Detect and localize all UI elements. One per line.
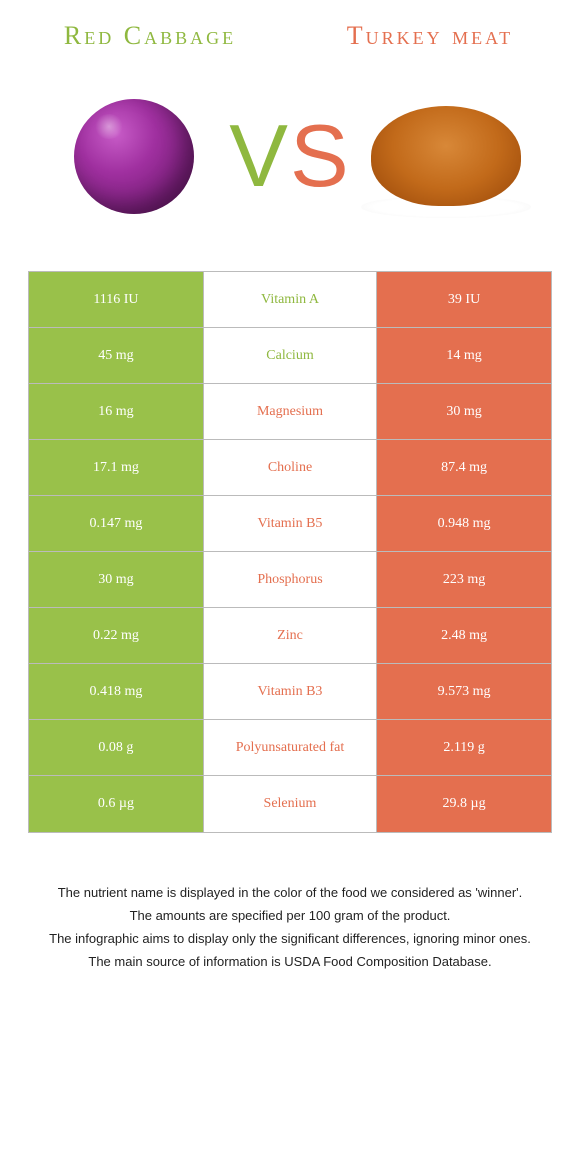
vs-s: S	[290, 105, 351, 207]
table-row: 0.22 mgZinc2.48 mg	[29, 608, 551, 664]
value-left: 1116 IU	[29, 272, 204, 327]
vs-label: VS	[229, 105, 350, 207]
cabbage-icon	[74, 99, 194, 214]
value-right: 39 IU	[376, 272, 551, 327]
nutrient-name: Polyunsaturated fat	[204, 720, 376, 775]
value-right: 2.48 mg	[376, 608, 551, 663]
vs-v: V	[229, 105, 290, 207]
value-left: 45 mg	[29, 328, 204, 383]
table-row: 45 mgCalcium14 mg	[29, 328, 551, 384]
nutrient-name: Magnesium	[204, 384, 376, 439]
table-row: 0.08 gPolyunsaturated fat2.119 g	[29, 720, 551, 776]
table-row: 17.1 mgCholine87.4 mg	[29, 440, 551, 496]
value-right: 87.4 mg	[376, 440, 551, 495]
footer-notes: The nutrient name is displayed in the co…	[0, 833, 580, 994]
food-image-right	[371, 91, 521, 221]
value-left: 17.1 mg	[29, 440, 204, 495]
nutrient-name: Vitamin B3	[204, 664, 376, 719]
nutrient-name: Choline	[204, 440, 376, 495]
table-row: 30 mgPhosphorus223 mg	[29, 552, 551, 608]
nutrient-name: Vitamin A	[204, 272, 376, 327]
nutrient-name: Selenium	[204, 776, 376, 832]
table-row: 0.6 µgSelenium29.8 µg	[29, 776, 551, 832]
nutrient-name: Calcium	[204, 328, 376, 383]
table-row: 0.147 mgVitamin B50.948 mg	[29, 496, 551, 552]
value-left: 0.418 mg	[29, 664, 204, 719]
nutrient-name: Phosphorus	[204, 552, 376, 607]
value-left: 30 mg	[29, 552, 204, 607]
hero-row: VS	[0, 61, 580, 271]
value-left: 0.6 µg	[29, 776, 204, 832]
value-left: 16 mg	[29, 384, 204, 439]
value-right: 30 mg	[376, 384, 551, 439]
value-left: 0.08 g	[29, 720, 204, 775]
value-right: 14 mg	[376, 328, 551, 383]
table-row: 0.418 mgVitamin B39.573 mg	[29, 664, 551, 720]
food-image-left	[59, 91, 209, 221]
value-left: 0.147 mg	[29, 496, 204, 551]
value-right: 9.573 mg	[376, 664, 551, 719]
table-row: 1116 IUVitamin A39 IU	[29, 272, 551, 328]
footer-line: The main source of information is USDA F…	[36, 952, 544, 973]
footer-line: The amounts are specified per 100 gram o…	[36, 906, 544, 927]
comparison-table: 1116 IUVitamin A39 IU45 mgCalcium14 mg16…	[28, 271, 552, 833]
header: Red Cabbage Turkey meat	[0, 0, 580, 61]
food-title-left: Red Cabbage	[60, 20, 240, 51]
turkey-icon	[371, 106, 521, 206]
value-right: 2.119 g	[376, 720, 551, 775]
value-right: 223 mg	[376, 552, 551, 607]
value-left: 0.22 mg	[29, 608, 204, 663]
footer-line: The infographic aims to display only the…	[36, 929, 544, 950]
nutrient-name: Vitamin B5	[204, 496, 376, 551]
value-right: 29.8 µg	[376, 776, 551, 832]
food-title-right: Turkey meat	[340, 20, 520, 51]
footer-line: The nutrient name is displayed in the co…	[36, 883, 544, 904]
table-row: 16 mgMagnesium30 mg	[29, 384, 551, 440]
value-right: 0.948 mg	[376, 496, 551, 551]
nutrient-name: Zinc	[204, 608, 376, 663]
